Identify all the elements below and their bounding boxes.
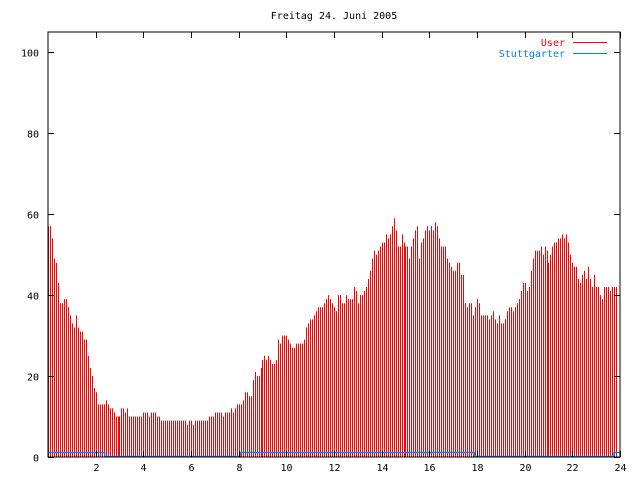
x-tick-label: 22 bbox=[566, 463, 578, 474]
x-tick-label: 2 bbox=[93, 463, 99, 474]
x-tick-label: 20 bbox=[519, 463, 531, 474]
y-tick-label: 60 bbox=[27, 211, 39, 222]
stuttgarter-series-line bbox=[48, 451, 620, 458]
x-tick-label: 12 bbox=[328, 463, 340, 474]
legend: User Stuttgarter bbox=[499, 38, 607, 60]
y-tick-label: 0 bbox=[33, 454, 39, 465]
x-tick-label: 10 bbox=[280, 463, 292, 474]
y-tick-label: 100 bbox=[21, 49, 39, 60]
x-tick-label: 8 bbox=[236, 463, 242, 474]
stuttgarter-line bbox=[48, 451, 620, 458]
x-tick-label: 24 bbox=[614, 463, 626, 474]
x-tick-label: 4 bbox=[140, 463, 146, 474]
user-series-bars bbox=[48, 218, 617, 457]
x-tick-label: 14 bbox=[376, 463, 388, 474]
x-tick-label: 16 bbox=[423, 463, 435, 474]
y-tick-label: 20 bbox=[27, 373, 39, 384]
x-tick-label: 6 bbox=[188, 463, 194, 474]
chart-title: Freitag 24. Juni 2005 bbox=[271, 11, 397, 22]
legend-label-stuttgarter: Stuttgarter bbox=[499, 49, 565, 60]
y-tick-label: 40 bbox=[27, 292, 39, 303]
y-tick-label: 80 bbox=[27, 130, 39, 141]
x-tick-label: 18 bbox=[471, 463, 483, 474]
legend-label-user: User bbox=[541, 38, 565, 49]
